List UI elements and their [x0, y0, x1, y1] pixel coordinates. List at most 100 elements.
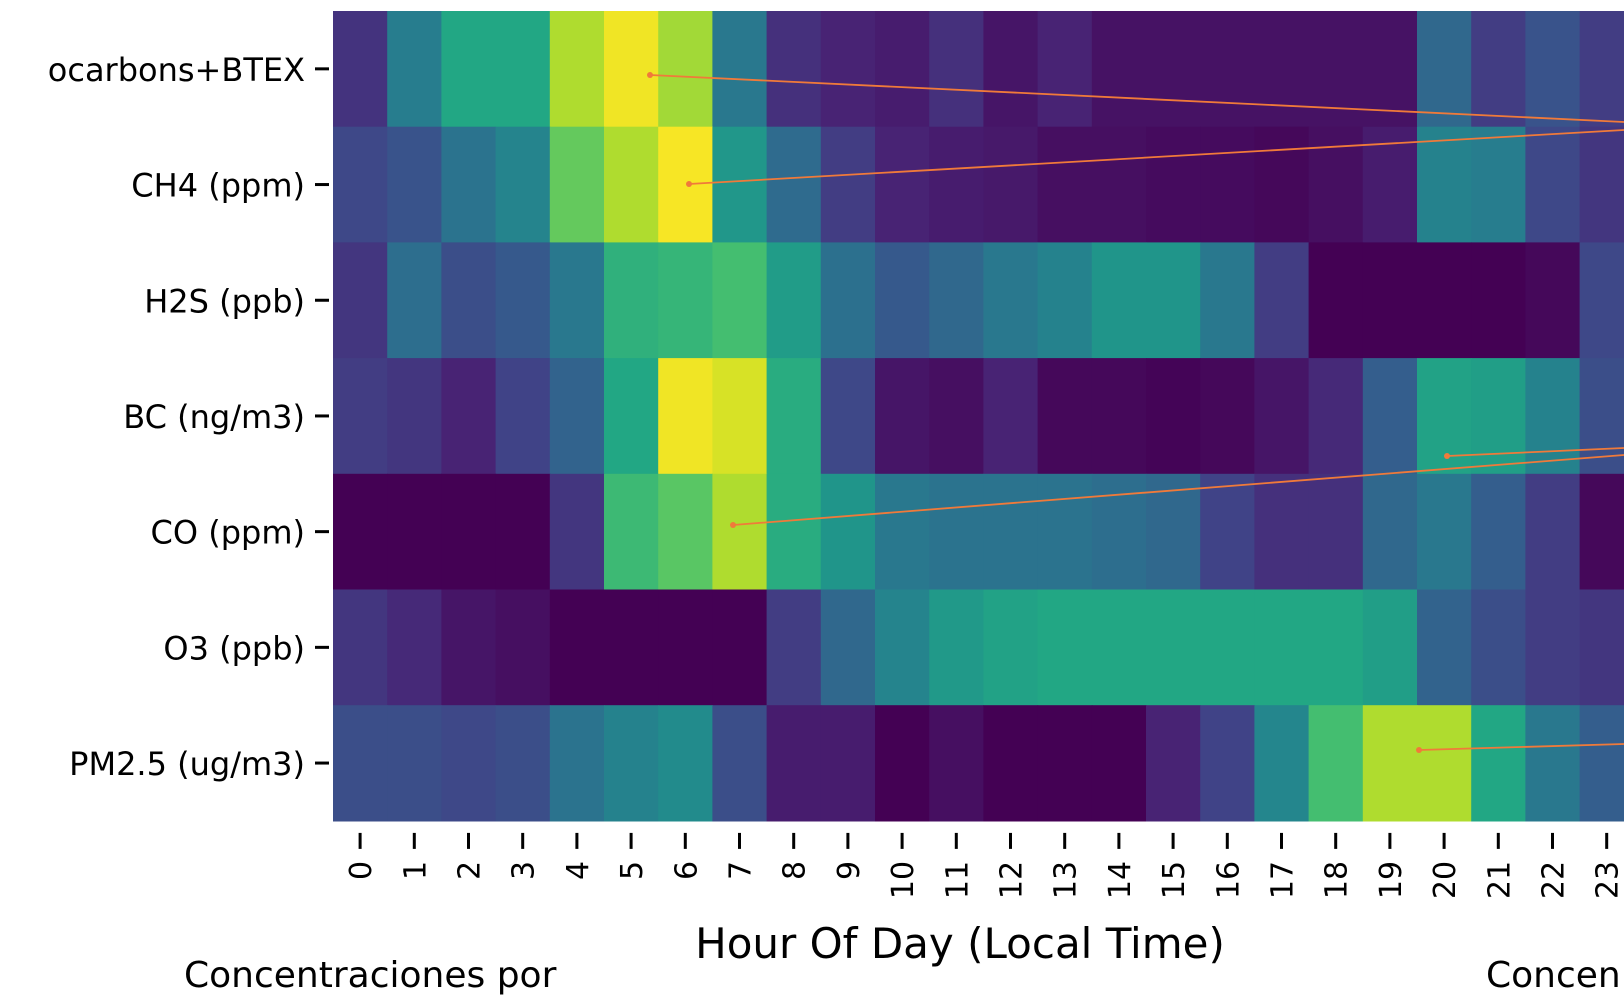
heatmap-cell-r4-c10 [875, 473, 930, 591]
annotation-arrow-head-0 [647, 72, 653, 78]
heatmap-cell-r1-c5 [604, 126, 659, 243]
x-tick-label: 7 [724, 861, 759, 880]
heatmap-cell-r2-c6 [658, 242, 713, 359]
heatmap-cell-r4-c17 [1254, 473, 1310, 591]
heatmap-cell-r2-c9 [820, 242, 876, 359]
heatmap-cell-r6-c9 [820, 705, 876, 822]
heatmap-cell-r0-c2 [441, 11, 497, 128]
x-tick-label: 21 [1482, 861, 1517, 899]
heatmap-cell-r5-c19 [1362, 589, 1418, 706]
x-tick-label: 16 [1211, 861, 1246, 899]
heatmap-cell-r4-c20 [1417, 473, 1472, 591]
heatmap-cell-r4-c3 [495, 473, 551, 591]
heatmap-cell-r3-c17 [1254, 358, 1310, 475]
heatmap-cell-r5-c11 [929, 589, 984, 706]
heatmap-cell-r6-c11 [929, 705, 984, 822]
heatmap-cell-r5-c12 [983, 589, 1039, 706]
x-tick-label: 11 [940, 861, 975, 899]
heatmap-cell-r4-c22 [1525, 473, 1581, 591]
heatmap-cell-r0-c15 [1146, 11, 1201, 128]
heatmap-cell-r5-c17 [1254, 589, 1310, 706]
heatmap-cell-r4-c23 [1579, 473, 1624, 591]
heatmap-cell-r0-c13 [1037, 11, 1093, 128]
heatmap-cell-r6-c15 [1146, 705, 1201, 822]
heatmap-cell-r4-c11 [929, 473, 984, 591]
heatmap-cell-r2-c16 [1200, 242, 1255, 359]
annotation-arrow-line-1 [688, 129, 1624, 185]
heatmap-cell-r1-c4 [549, 126, 605, 243]
heatmap-cell-r3-c12 [983, 358, 1039, 475]
heatmap-cell-r0-c11 [929, 11, 984, 128]
heatmap-cell-r1-c6 [658, 126, 713, 243]
x-tick-label: 18 [1320, 861, 1355, 899]
y-tick-label: BC (ng/m3) [123, 398, 305, 436]
x-tick-label: 22 [1537, 861, 1572, 899]
heatmap-cell-r5-c6 [658, 589, 713, 706]
heatmap-cell-r2-c20 [1417, 242, 1472, 359]
x-tick-label: 14 [1103, 861, 1138, 899]
heatmap-cell-r5-c22 [1525, 589, 1581, 706]
heatmap-cell-r5-c0 [333, 589, 388, 706]
heatmap-cell-r4-c5 [604, 473, 659, 591]
x-tick-label: 4 [561, 861, 596, 880]
heatmap-cell-r2-c12 [983, 242, 1039, 359]
heatmap-cell-r5-c20 [1417, 589, 1472, 706]
annotation-arrow-line-3 [732, 454, 1624, 526]
heatmap-cell-r4-c12 [983, 473, 1039, 591]
heatmap-cell-r5-c8 [766, 589, 822, 706]
annotation-arrow-head-2 [1444, 453, 1450, 459]
heatmap-cell-r2-c5 [604, 242, 659, 359]
heatmap-cell-r0-c20 [1417, 11, 1472, 128]
heatmap-cell-r1-c1 [387, 126, 442, 243]
heatmap-cell-r5-c18 [1308, 589, 1364, 706]
heatmap-cell-r3-c18 [1308, 358, 1364, 475]
heatmap-cell-r4-c0 [333, 473, 388, 591]
annotation-arrow-line-0 [649, 74, 1624, 123]
heatmap-cell-r1-c0 [333, 126, 388, 243]
heatmap-cell-r1-c20 [1417, 126, 1472, 243]
heatmap-cell-r3-c14 [1091, 358, 1147, 475]
heatmap-cell-r4-c6 [658, 473, 713, 591]
heatmap-cell-r3-c9 [820, 358, 876, 475]
caption-left: Concentraciones por [184, 955, 557, 996]
heatmap-cell-r3-c3 [495, 358, 551, 475]
heatmap-cell-r0-c9 [820, 11, 876, 128]
heatmap-cell-r3-c11 [929, 358, 984, 475]
x-tick-label: 2 [453, 861, 488, 880]
heatmap-cell-r3-c13 [1037, 358, 1093, 475]
heatmap-cell-r6-c12 [983, 705, 1039, 822]
heatmap-cell-r2-c7 [712, 242, 768, 359]
heatmap-cell-r6-c1 [387, 705, 442, 822]
heatmap-cell-r5-c16 [1200, 589, 1255, 706]
heatmap-cell-r6-c8 [766, 705, 822, 822]
x-tick-label: 1 [398, 861, 433, 880]
heatmap-cell-r5-c4 [549, 589, 605, 706]
heatmap-cell-r1-c7 [712, 126, 768, 243]
heatmap-cell-r5-c21 [1471, 589, 1526, 706]
heatmap-cells [333, 11, 1624, 822]
heatmap-cell-r5-c5 [604, 589, 659, 706]
heatmap-cell-r3-c21 [1471, 358, 1526, 475]
heatmap-cell-r5-c7 [712, 589, 768, 706]
heatmap-cell-r1-c22 [1525, 126, 1581, 243]
heatmap-cell-r2-c0 [333, 242, 388, 359]
heatmap-cell-r6-c13 [1037, 705, 1093, 822]
heatmap-cell-r4-c21 [1471, 473, 1526, 591]
y-tick-label: PM2.5 (ug/m3) [69, 745, 305, 783]
x-axis: 0 1 2 3 4 5 6 7 8 9 10 11 12 13 14 15 16 17 18 19 20 21 22 23 [344, 832, 1624, 899]
heatmap-cell-r6-c16 [1200, 705, 1255, 822]
heatmap-cell-r6-c21 [1471, 705, 1526, 822]
heatmap-cell-r1-c14 [1091, 126, 1147, 243]
y-tick-label: CO (ppm) [151, 514, 305, 552]
heatmap-cell-r2-c21 [1471, 242, 1526, 359]
heatmap-cell-r0-c22 [1525, 11, 1581, 128]
heatmap-cell-r2-c18 [1308, 242, 1364, 359]
x-tick-label: 0 [344, 861, 379, 880]
heatmap-cell-r3-c6 [658, 358, 713, 475]
heatmap-cell-r6-c14 [1091, 705, 1147, 822]
heatmap-cell-r2-c13 [1037, 242, 1093, 359]
x-tick-label: 17 [1266, 861, 1301, 899]
heatmap-cell-r6-c6 [658, 705, 713, 822]
x-tick-label: 9 [832, 861, 867, 880]
heatmap-cell-r0-c14 [1091, 11, 1147, 128]
